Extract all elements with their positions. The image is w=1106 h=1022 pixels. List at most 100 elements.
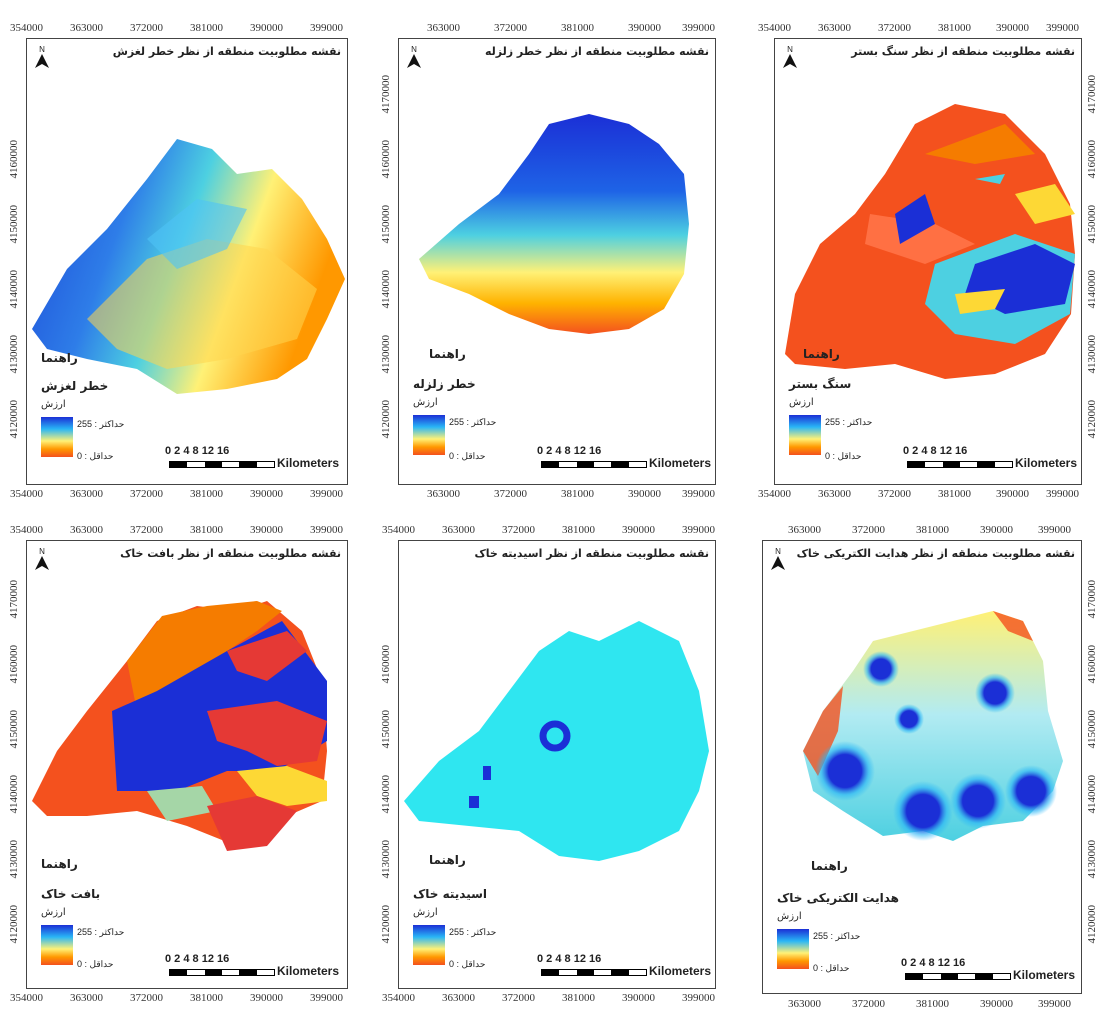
x-tick-top: 399000	[310, 524, 343, 536]
legend-value-label: ارزش	[413, 397, 438, 408]
x-tick-top: 372000	[502, 524, 535, 536]
legend-value-label: ارزش	[777, 911, 802, 922]
x-tick-bottom: 381000	[562, 992, 595, 1004]
legend-title: راهنما	[429, 853, 466, 867]
x-tick-bottom: 363000	[70, 488, 103, 500]
x-tick-top: 363000	[818, 22, 851, 34]
bedrock-map	[785, 104, 1075, 379]
x-tick-top: 381000	[916, 524, 949, 536]
x-tick-top: 399000	[682, 22, 715, 34]
x-tick-bottom: 381000	[916, 998, 949, 1010]
map-title: نقشه مطلوبیت منطقه از نظر سنگ بستر	[851, 45, 1075, 58]
legend-value-label: ارزش	[789, 397, 814, 408]
ramp-min-label: حداقل : 0	[449, 959, 486, 969]
soil-acidity-map	[404, 621, 709, 861]
x-tick-bottom: 390000	[622, 992, 655, 1004]
y-tick-left: 4160000	[8, 645, 20, 684]
y-tick-left: 4150000	[8, 205, 20, 244]
x-tick-top: 390000	[628, 22, 661, 34]
x-tick-top: 372000	[878, 22, 911, 34]
y-tick-right: 4160000	[1086, 645, 1098, 684]
color-ramp	[789, 415, 821, 455]
scale-unit: Kilometers	[649, 964, 712, 978]
x-tick-bottom: 381000	[190, 992, 223, 1004]
x-tick-top: 363000	[427, 22, 460, 34]
y-tick-right: 4170000	[1086, 580, 1098, 619]
y-tick-right: 4130000	[1086, 335, 1098, 374]
map-panel-soil-ec: 363000 372000 381000 390000 399000 36300…	[740, 510, 1106, 1022]
scale-unit: Kilometers	[649, 456, 712, 470]
y-tick-right: 4140000	[1086, 270, 1098, 309]
y-tick-left: 4120000	[8, 905, 20, 944]
north-arrow-icon: N	[407, 45, 421, 73]
ramp-max-label: حداکثر : 255	[825, 417, 873, 427]
scale-numbers: 0 2 4 8 12 16	[901, 957, 966, 969]
x-tick-bottom: 354000	[10, 992, 43, 1004]
legend-value-label: ارزش	[41, 907, 66, 918]
x-tick-top: 363000	[788, 524, 821, 536]
x-tick-bottom: 399000	[1038, 998, 1071, 1010]
color-ramp	[41, 417, 73, 457]
x-tick-top: 372000	[494, 22, 527, 34]
y-tick-right: 4140000	[1086, 775, 1098, 814]
x-tick-top: 399000	[1046, 22, 1079, 34]
soil-ec-map	[803, 611, 1063, 841]
legend-title: راهنما	[41, 351, 78, 365]
legend-layer-name: خطر لغزش	[41, 379, 109, 393]
ramp-min-label: حداقل : 0	[813, 963, 850, 973]
ramp-max-label: حداکثر : 255	[77, 927, 125, 937]
y-tick-right: 4150000	[1086, 710, 1098, 749]
legend-value-label: ارزش	[413, 907, 438, 918]
y-tick-left: 4120000	[380, 400, 392, 439]
x-tick-top: 390000	[996, 22, 1029, 34]
y-tick-left: 4150000	[8, 710, 20, 749]
scale-unit: Kilometers	[277, 456, 340, 470]
legend-layer-name: بافت خاک	[41, 887, 101, 901]
x-tick-top: 372000	[130, 22, 163, 34]
scale-numbers: 0 2 4 8 12 16	[903, 445, 968, 457]
color-ramp	[41, 925, 73, 965]
x-tick-top: 363000	[70, 524, 103, 536]
x-tick-top: 390000	[250, 524, 283, 536]
north-label: N	[787, 45, 793, 54]
soil-texture-map	[32, 601, 327, 851]
ramp-min-label: حداقل : 0	[77, 959, 114, 969]
x-tick-bottom: 399000	[310, 488, 343, 500]
y-tick-right: 4120000	[1086, 400, 1098, 439]
x-tick-bottom: 372000	[130, 488, 163, 500]
x-tick-bottom: 363000	[442, 992, 475, 1004]
x-tick-bottom: 372000	[852, 998, 885, 1010]
y-tick-left: 4160000	[380, 645, 392, 684]
map-panel-soil-acidity: 354000 363000 372000 381000 390000 39900…	[372, 510, 742, 1022]
x-tick-bottom: 399000	[682, 992, 715, 1004]
x-tick-top: 372000	[130, 524, 163, 536]
x-tick-bottom: 363000	[427, 488, 460, 500]
map-panel-bedrock: 354000 363000 372000 381000 390000 39900…	[740, 0, 1106, 505]
x-tick-top: 381000	[561, 22, 594, 34]
ramp-min-label: حداقل : 0	[825, 451, 862, 461]
map-frame: نقشه مطلوبیت منطقه از نظر خطر لغزش N راه…	[26, 38, 348, 485]
map-title: نقشه مطلوبیت منطقه از نظر هدایت الکتریکی…	[796, 547, 1075, 560]
x-tick-bottom: 363000	[70, 992, 103, 1004]
x-tick-bottom: 354000	[10, 488, 43, 500]
legend-title: راهنما	[41, 857, 78, 871]
y-tick-left: 4130000	[8, 840, 20, 879]
ramp-min-label: حداقل : 0	[449, 451, 486, 461]
map-panel-earthquake: 363000 372000 381000 390000 399000 36300…	[372, 0, 742, 505]
y-tick-left: 4130000	[8, 335, 20, 374]
legend-layer-name: خطر زلزله	[413, 377, 476, 391]
map-frame: نقشه مطلوبیت منطقه از نظر خطر زلزله N را…	[398, 38, 716, 485]
color-ramp	[413, 925, 445, 965]
north-arrow-icon: N	[35, 547, 49, 575]
x-tick-bottom: 390000	[250, 992, 283, 1004]
x-tick-top: 354000	[758, 22, 791, 34]
x-tick-top: 399000	[682, 524, 715, 536]
x-tick-top: 399000	[310, 22, 343, 34]
x-tick-top: 354000	[382, 524, 415, 536]
ramp-max-label: حداکثر : 255	[813, 931, 861, 941]
x-tick-top: 390000	[622, 524, 655, 536]
x-tick-bottom: 363000	[788, 998, 821, 1010]
color-ramp	[413, 415, 445, 455]
legend-layer-name: سنگ بستر	[789, 377, 852, 391]
y-tick-left: 4120000	[380, 905, 392, 944]
